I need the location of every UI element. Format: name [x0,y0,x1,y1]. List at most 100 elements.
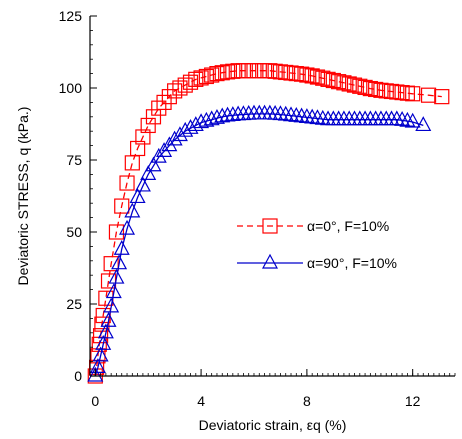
data-point [97,323,114,339]
data-point [134,176,151,192]
data-point [198,68,214,85]
data-point [362,80,378,97]
legend-label-alpha-90: α=90°, F=10% [307,255,397,271]
data-point [352,78,368,94]
data-point [404,112,421,128]
data-point [299,67,315,83]
data-point [325,72,341,89]
data-point [156,94,172,111]
data-point [357,79,373,96]
data-point [108,268,125,284]
data-point [161,89,177,105]
series-alpha-90 [87,104,432,382]
data-point [95,335,112,350]
x-tick-label: 8 [303,393,311,409]
data-point [130,140,146,157]
x-axis-ticks: 0 4 8 12 [91,369,456,409]
legend: α=0°, F=10% α=90°, F=10% [237,218,397,271]
data-point [209,65,225,82]
data-point [100,312,117,327]
data-point [214,65,230,81]
x-tick-label: 12 [405,393,421,409]
data-point [124,155,140,171]
y-axis-title: Deviatoric STRESS, q (kPa.) [15,107,31,286]
data-point [140,117,156,134]
data-point [420,87,437,103]
data-point [405,86,421,102]
data-point [167,83,183,99]
data-point [309,69,326,85]
data-point [293,66,310,82]
data-point [399,111,416,127]
data-point [171,126,188,142]
legend-label-alpha-0: α=0°, F=10% [307,218,389,234]
data-point [156,142,173,157]
legend-marker-triangle [261,253,279,269]
x-tick-label: 0 [91,393,99,409]
legend-marker-square [262,218,278,234]
data-point [111,254,128,270]
data-point [124,202,141,218]
y-tick-label: 50 [66,224,82,240]
data-point [415,116,432,132]
data-point [103,297,120,313]
data-point [208,108,225,124]
data-point [193,113,210,129]
data-point [214,107,231,123]
data-point [320,71,336,87]
y-tick-label: 25 [66,296,82,312]
axes: 0 4 8 12 0 25 50 75 100 125 [59,8,456,409]
data-point [145,156,162,172]
data-point [336,75,352,91]
data-point [150,147,167,163]
data-point [198,111,215,127]
plot-area [87,63,450,384]
data-point [346,77,363,93]
data-point [119,219,136,235]
data-point [368,81,384,98]
data-point [166,130,183,146]
y-tick-label: 75 [66,152,82,168]
y-tick-label: 0 [74,368,82,384]
y-axis-ticks: 0 25 50 75 100 125 [59,8,97,384]
x-axis-title: Deviatoric strain, εq (%) [199,417,347,433]
data-point [172,80,188,96]
data-point [193,70,209,86]
data-point [187,116,204,132]
data-point [341,76,357,92]
data-point [140,165,157,180]
data-point [92,346,109,362]
data-point [188,71,204,87]
legend-item-alpha-0: α=0°, F=10% [237,218,389,234]
data-point [145,109,162,125]
series-line [94,113,424,377]
data-point [394,110,411,126]
data-point [89,358,106,373]
series-line [94,70,442,377]
data-point [203,110,220,126]
data-point [434,89,450,105]
series-alpha-0 [87,63,450,384]
data-point [114,198,130,214]
data-point [119,175,135,191]
data-point [98,290,114,306]
x-tick-label: 4 [197,393,205,409]
legend-item-alpha-90: α=90°, F=10% [237,253,397,271]
data-point [135,129,151,145]
data-point [92,328,109,344]
y-tick-label: 125 [59,8,83,24]
data-point [331,74,347,90]
y-tick-label: 100 [59,80,83,96]
data-point [204,67,220,83]
data-point [315,70,331,86]
data-point [161,136,178,152]
data-point [105,283,122,299]
data-point [87,366,104,382]
data-point [103,256,119,272]
data-point [113,240,130,255]
data-point [304,68,320,84]
data-point [151,100,167,116]
data-point [108,224,125,240]
data-point [177,77,193,93]
